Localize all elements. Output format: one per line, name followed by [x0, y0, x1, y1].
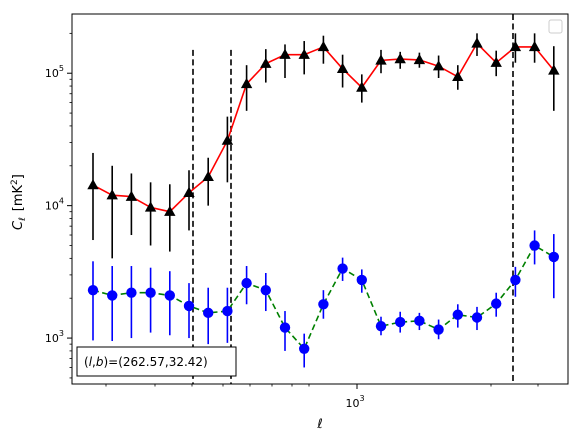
data-point [394, 53, 406, 64]
data-point [433, 324, 444, 335]
data-point [395, 316, 406, 328]
data-point [490, 56, 502, 67]
data-point [240, 77, 253, 89]
x-axis-label: ℓ [316, 417, 322, 432]
data-point [126, 287, 137, 298]
annotation-box: (l,b)=(262.57,32.42) [76, 346, 237, 377]
data-point [548, 251, 559, 263]
data-point [548, 64, 560, 75]
data-point [241, 277, 252, 289]
data-point [107, 290, 118, 301]
data-point [87, 284, 99, 296]
data-point [222, 305, 233, 317]
vertical-lines [192, 14, 514, 384]
data-point [375, 320, 387, 332]
data-point [125, 190, 138, 201]
data-point [452, 309, 463, 320]
data-point [528, 40, 541, 52]
data-point [413, 53, 426, 65]
data-point [491, 298, 502, 309]
data-point [183, 300, 195, 312]
data-point [298, 48, 310, 59]
data-point [414, 315, 425, 327]
data-point [203, 307, 214, 319]
plot-area [72, 14, 568, 384]
data-point [432, 60, 445, 71]
annotation-text: (l,b)=(262.57,32.42) [84, 355, 208, 369]
data-point [336, 62, 349, 73]
data-point [106, 189, 118, 200]
plot-frame [71, 13, 569, 385]
data-point [260, 284, 271, 296]
y-tick-label: 104 [45, 197, 64, 213]
x-tick-label: 103 [345, 394, 364, 410]
data-point [279, 322, 291, 333]
data-point [356, 81, 368, 92]
data-point [510, 274, 521, 286]
data-point [145, 287, 156, 298]
y-axis-label: Cℓ[mK2] [10, 174, 28, 230]
data-point [202, 170, 214, 182]
data-point [452, 70, 464, 81]
data-point [164, 205, 176, 216]
data-point [87, 179, 99, 190]
data-point [260, 57, 272, 68]
data-point [183, 186, 195, 198]
data-point [164, 290, 175, 301]
data-point [471, 312, 483, 323]
series-0 [87, 33, 560, 259]
data-point [221, 134, 234, 145]
legend-box [548, 19, 563, 34]
axis-ticks: 103 104 105 103 [45, 32, 539, 410]
annotation-frame [76, 346, 237, 377]
data-point [356, 274, 367, 286]
data-point [317, 40, 330, 52]
data-point [529, 240, 540, 251]
y-tick-label: 105 [45, 64, 64, 80]
data-point [318, 299, 329, 310]
data-point [299, 343, 310, 354]
series-1 [87, 230, 559, 368]
legend-frame [548, 19, 563, 34]
data-point [337, 263, 348, 274]
y-tick-label: 103 [45, 329, 64, 345]
data-point [471, 37, 483, 48]
data-point [279, 48, 291, 59]
data-point [144, 201, 157, 212]
data-point [375, 54, 387, 65]
data-point [509, 40, 522, 52]
series-layer [87, 33, 560, 368]
